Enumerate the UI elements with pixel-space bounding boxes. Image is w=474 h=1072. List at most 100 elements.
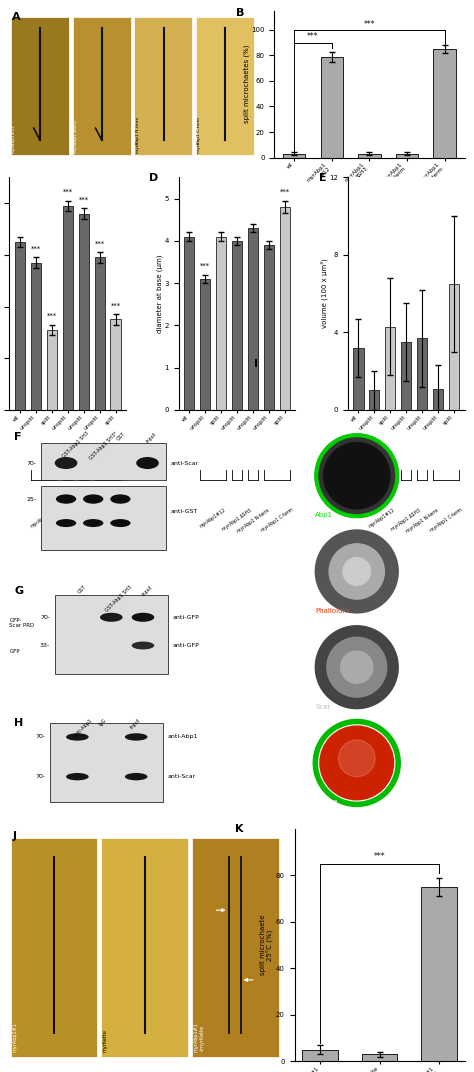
Text: A: A xyxy=(12,12,20,23)
Text: 25-: 25- xyxy=(27,496,36,502)
Circle shape xyxy=(324,443,390,509)
Bar xyxy=(248,228,258,410)
Bar xyxy=(101,838,188,1057)
Bar xyxy=(358,153,381,158)
Text: ***: *** xyxy=(63,189,73,195)
Bar xyxy=(134,16,192,154)
Ellipse shape xyxy=(66,773,89,780)
Text: myrAbp1 C-term: myrAbp1 C-term xyxy=(260,507,294,534)
Text: GFP: GFP xyxy=(9,649,20,654)
Ellipse shape xyxy=(110,519,130,527)
Text: ***: *** xyxy=(110,302,121,309)
Text: ***: *** xyxy=(95,240,105,247)
Y-axis label: split microchaetes (%): split microchaetes (%) xyxy=(243,45,250,123)
Bar xyxy=(110,319,121,410)
Text: merge: merge xyxy=(315,800,337,805)
Bar xyxy=(11,838,97,1057)
Text: myrAbp1 N-term: myrAbp1 N-term xyxy=(136,117,140,153)
Text: myrKette: myrKette xyxy=(103,1029,108,1052)
Text: myrAbp1 N-term: myrAbp1 N-term xyxy=(236,507,270,534)
Circle shape xyxy=(329,544,384,599)
Text: myrAbp1#12: myrAbp1#12 xyxy=(368,507,396,530)
Ellipse shape xyxy=(125,733,147,741)
Ellipse shape xyxy=(56,494,76,504)
Text: GST: GST xyxy=(116,431,127,442)
Text: myrAbp1#1: myrAbp1#1 xyxy=(12,1022,17,1052)
Bar xyxy=(63,206,73,410)
Bar xyxy=(196,16,255,154)
Text: anti-Abp1: anti-Abp1 xyxy=(73,717,93,738)
Ellipse shape xyxy=(100,613,123,622)
Text: myrAbp1 C-term: myrAbp1 C-term xyxy=(198,117,201,153)
Text: ***: *** xyxy=(364,19,375,29)
Bar xyxy=(362,1054,397,1061)
Text: input: input xyxy=(141,584,153,597)
Bar xyxy=(369,390,380,410)
Text: anti-Abp1: anti-Abp1 xyxy=(168,734,198,740)
Text: GST-Abp1 SH3: GST-Abp1 SH3 xyxy=(105,584,133,613)
Bar xyxy=(320,57,343,158)
Text: Abp1: Abp1 xyxy=(315,512,333,518)
Text: J: J xyxy=(12,831,16,842)
Y-axis label: volume (100 x μm³): volume (100 x μm³) xyxy=(320,258,328,328)
Text: G: G xyxy=(14,585,23,596)
Text: anti-GFP: anti-GFP xyxy=(173,614,199,620)
Bar xyxy=(433,388,443,410)
Bar xyxy=(11,16,69,154)
Circle shape xyxy=(320,726,393,800)
Text: 70-: 70- xyxy=(36,774,46,779)
Circle shape xyxy=(343,557,371,585)
Text: 33-: 33- xyxy=(40,643,50,647)
Text: GFP-
Scar PRD: GFP- Scar PRD xyxy=(9,617,35,628)
Bar xyxy=(31,263,41,410)
Ellipse shape xyxy=(56,519,76,527)
Text: myrAbp1#12: myrAbp1#12 xyxy=(12,124,16,153)
Bar xyxy=(385,327,395,410)
Bar xyxy=(401,342,411,410)
Text: myrAbp1#12: myrAbp1#12 xyxy=(30,507,58,530)
Text: myrAbp1 ΔSH3: myrAbp1 ΔSH3 xyxy=(52,507,83,532)
Text: myrAbp1#1
+myrKette: myrAbp1#1 +myrKette xyxy=(193,1022,204,1052)
Bar xyxy=(200,279,210,410)
Ellipse shape xyxy=(83,519,103,527)
Text: ***: *** xyxy=(280,189,290,195)
Ellipse shape xyxy=(83,494,103,504)
Y-axis label: diameter at base (μm): diameter at base (μm) xyxy=(156,254,163,333)
Ellipse shape xyxy=(132,613,155,622)
Text: Phalloidin: Phalloidin xyxy=(315,608,349,614)
Bar xyxy=(41,443,165,480)
Text: GST-Abp1 SH3*: GST-Abp1 SH3* xyxy=(89,431,119,461)
Circle shape xyxy=(338,740,375,777)
Text: I: I xyxy=(254,359,257,369)
Text: 70-: 70- xyxy=(36,734,46,740)
Text: GST-Abp1 SH3: GST-Abp1 SH3 xyxy=(62,431,90,460)
Text: F: F xyxy=(14,432,21,443)
Text: H: H xyxy=(14,718,23,729)
Text: ***: *** xyxy=(31,245,41,252)
Text: E: E xyxy=(319,173,326,182)
Text: ***: *** xyxy=(307,32,319,42)
Text: myrAbp1 C-term: myrAbp1 C-term xyxy=(91,507,125,534)
Circle shape xyxy=(341,651,373,683)
Bar xyxy=(15,242,25,410)
Y-axis label: split microchaete
25°C (%): split microchaete 25°C (%) xyxy=(260,914,274,976)
Bar xyxy=(353,347,364,410)
Bar xyxy=(264,245,274,410)
Ellipse shape xyxy=(136,457,159,470)
Text: B: B xyxy=(236,8,245,18)
Text: myrAbp1 N-term: myrAbp1 N-term xyxy=(66,507,101,534)
Text: ***: *** xyxy=(374,852,385,861)
Text: myrAbp1 N-term: myrAbp1 N-term xyxy=(405,507,439,534)
Text: GST: GST xyxy=(77,584,88,595)
Circle shape xyxy=(327,637,387,697)
Text: Scar: Scar xyxy=(315,703,331,710)
Text: 70-: 70- xyxy=(27,461,36,465)
Text: anti-GST: anti-GST xyxy=(170,508,197,513)
Text: myrAbp1 ΔSH3: myrAbp1 ΔSH3 xyxy=(391,507,422,532)
Bar xyxy=(421,887,457,1061)
Text: ***: *** xyxy=(79,196,89,203)
Text: ***: *** xyxy=(47,313,57,318)
Bar xyxy=(216,237,226,410)
Bar xyxy=(46,330,57,410)
Ellipse shape xyxy=(55,457,77,470)
